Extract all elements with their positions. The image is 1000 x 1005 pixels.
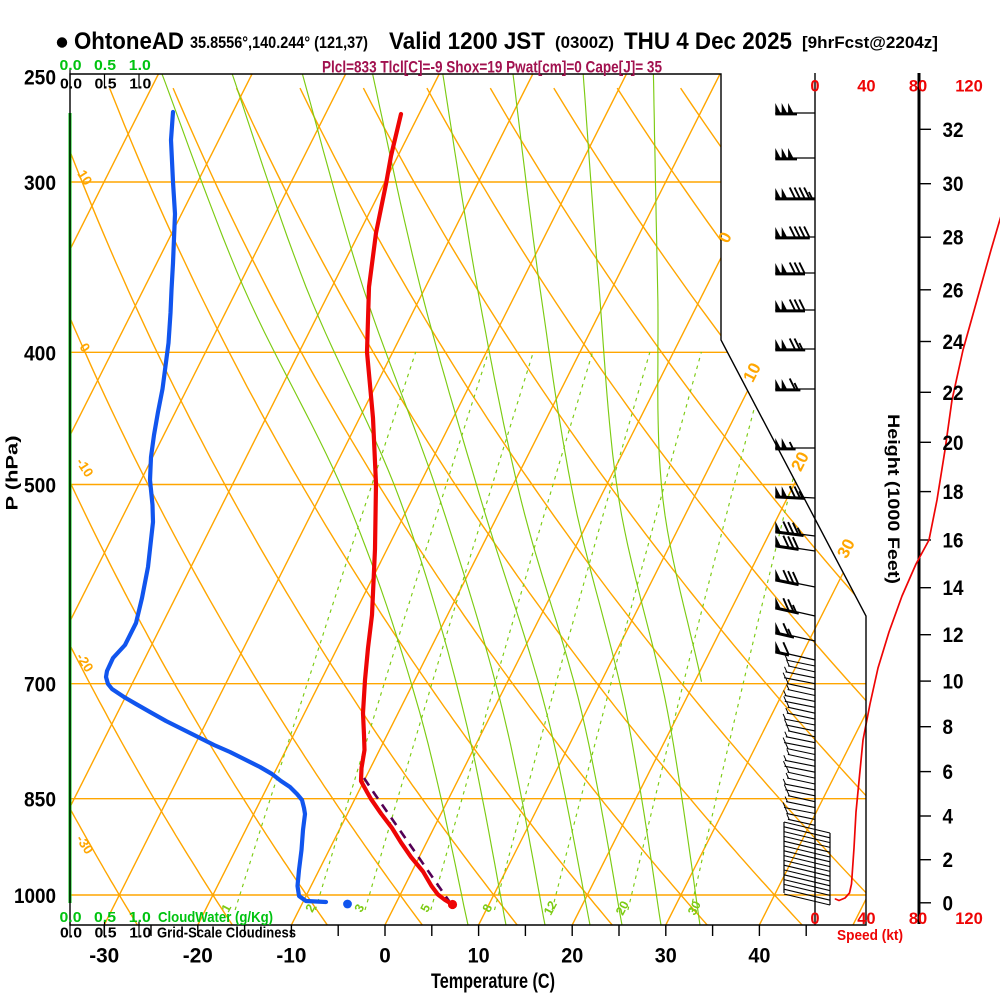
svg-text:24: 24 [943, 331, 964, 354]
svg-text:0: 0 [943, 892, 954, 915]
svg-text:0.5: 0.5 [94, 57, 116, 74]
svg-text:26: 26 [943, 279, 964, 302]
svg-text:400: 400 [24, 341, 56, 365]
svg-text:500: 500 [24, 474, 56, 498]
svg-text:-30: -30 [89, 945, 119, 968]
svg-text:(0300Z): (0300Z) [555, 33, 614, 52]
svg-text:8: 8 [943, 716, 954, 739]
svg-text:22: 22 [943, 382, 964, 405]
svg-text:0.5: 0.5 [95, 76, 117, 93]
svg-text:16: 16 [943, 530, 964, 553]
svg-text:40: 40 [857, 910, 875, 928]
svg-text:0.0: 0.0 [60, 57, 82, 74]
svg-text:0: 0 [810, 910, 819, 928]
svg-text:OhtoneAD: OhtoneAD [74, 28, 184, 55]
svg-text:10: 10 [468, 945, 490, 968]
svg-text:80: 80 [909, 78, 927, 96]
svg-text:6: 6 [943, 761, 954, 784]
svg-text:-20: -20 [183, 945, 213, 968]
svg-text:0.0: 0.0 [60, 76, 82, 93]
svg-text:30: 30 [685, 899, 704, 918]
svg-text:1.0: 1.0 [129, 925, 151, 942]
svg-text:Height (1000 Feet): Height (1000 Feet) [884, 414, 903, 584]
svg-text:700: 700 [24, 673, 56, 697]
svg-text:0.5: 0.5 [94, 909, 116, 926]
svg-text:20: 20 [561, 945, 583, 968]
svg-text:10: 10 [943, 671, 964, 694]
svg-text:120: 120 [955, 910, 983, 928]
svg-text:0.0: 0.0 [60, 925, 82, 942]
svg-text:850: 850 [24, 788, 56, 812]
svg-text:30: 30 [655, 945, 677, 968]
svg-text:120: 120 [955, 78, 983, 96]
svg-text:12: 12 [541, 899, 560, 918]
svg-text:12: 12 [943, 624, 964, 647]
svg-text:35.8556°,140.244° (121,37): 35.8556°,140.244° (121,37) [190, 33, 368, 52]
svg-text:Speed (kt): Speed (kt) [837, 928, 903, 944]
svg-text:300: 300 [24, 171, 56, 195]
svg-text:1.0: 1.0 [129, 76, 151, 93]
svg-text:-10: -10 [276, 945, 306, 968]
svg-text:0: 0 [379, 945, 391, 968]
svg-text:80: 80 [909, 910, 927, 928]
svg-text:0: 0 [810, 78, 819, 96]
svg-text:20: 20 [613, 899, 632, 918]
svg-text:30: 30 [943, 173, 964, 196]
svg-text:Grid-Scale Cloudiness: Grid-Scale Cloudiness [157, 925, 296, 942]
svg-text:0.5: 0.5 [95, 925, 117, 942]
svg-text:1.0: 1.0 [129, 909, 151, 926]
svg-text:Plcl=833 Tlcl[C]=-9 Shox=19 Pw: Plcl=833 Tlcl[C]=-9 Shox=19 Pwat[cm]=0 C… [322, 58, 662, 77]
svg-text:40: 40 [857, 78, 875, 96]
svg-text:2: 2 [943, 849, 954, 872]
svg-text:Temperature (C): Temperature (C) [431, 970, 555, 993]
svg-text:P (hPa): P (hPa) [4, 436, 22, 511]
svg-text:40: 40 [748, 945, 770, 968]
svg-text:CloudWater (g/Kg): CloudWater (g/Kg) [158, 909, 273, 926]
svg-text:250: 250 [24, 66, 56, 90]
svg-text:10: 10 [74, 167, 95, 188]
svg-text:1000: 1000 [14, 884, 56, 908]
svg-text:Valid 1200 JST: Valid 1200 JST [389, 28, 545, 55]
svg-text:[9hrFcst@2204z]: [9hrFcst@2204z] [802, 33, 938, 52]
svg-text:1.0: 1.0 [129, 57, 151, 74]
svg-text:20: 20 [943, 432, 964, 455]
svg-text:28: 28 [943, 227, 964, 250]
svg-text:14: 14 [943, 577, 964, 600]
svg-text:18: 18 [943, 481, 964, 504]
svg-text:THU 4 Dec 2025: THU 4 Dec 2025 [624, 28, 792, 55]
svg-text:0.0: 0.0 [60, 909, 82, 926]
svg-text:4: 4 [943, 806, 954, 829]
svg-text:32: 32 [943, 119, 964, 142]
